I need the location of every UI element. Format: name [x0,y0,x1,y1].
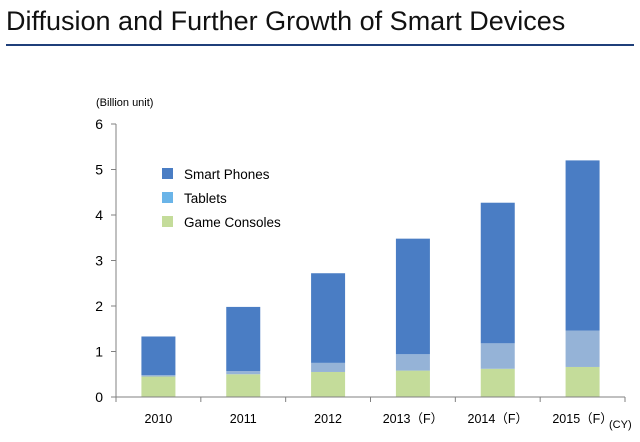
legend-swatch-game-consoles [162,216,173,227]
y-tick-label: 1 [95,344,103,360]
bar-tablets-4 [480,343,515,369]
legend-label-game-consoles: Game Consoles [184,215,281,230]
legend-swatch-tablets [162,192,173,203]
legend-label-smart-phones: Smart Phones [184,167,270,182]
x-tick-label: 2015（F） [552,412,612,426]
bar-tablets-2 [311,362,346,372]
bar-game-consoles-4 [480,368,515,397]
title-divider [6,44,634,46]
x-tick-label: 2011 [230,412,257,426]
axes-layer: 2010 2011 2012 2013（F） 2014（F） 2015（F） 0 1 2 3 4 5 6 [95,116,626,426]
legend-label-tablets: Tablets [184,191,227,206]
x-tick-label: 2012 [314,412,342,426]
bar-tablets-5 [565,330,600,367]
bar-game-consoles-3 [395,370,430,397]
x-tick-label: 2014（F） [468,412,528,426]
bar-tablets-1 [226,371,261,375]
bar-game-consoles-5 [565,366,600,397]
y-tick-label: 6 [95,116,103,132]
y-tick-label: 5 [95,162,103,178]
bar-smart-phones-5 [565,160,600,331]
y-tick-label: 0 [95,389,103,405]
bar-game-consoles-1 [226,374,261,397]
bar-smart-phones-1 [226,306,261,372]
legend-swatch-smart-phones [162,168,173,179]
bar-tablets-3 [395,354,430,371]
bar-smart-phones-3 [395,238,430,355]
bar-smart-phones-0 [141,336,176,376]
bar-smart-phones-2 [311,273,346,363]
bar-game-consoles-2 [311,371,346,397]
bar-tablets-0 [141,375,176,377]
bar-smart-phones-4 [480,202,515,344]
y-tick-label: 4 [95,207,103,223]
y-tick-label: 3 [95,253,103,269]
x-tick-label: 2010 [145,412,173,426]
bar-game-consoles-0 [141,376,176,397]
bars-layer [141,160,600,397]
y-tick-label: 2 [95,298,103,314]
legend: Smart Phones Tablets Game Consoles [162,167,281,230]
x-tick-label: 2013（F） [383,412,443,426]
page-title: Diffusion and Further Growth of Smart De… [6,6,566,36]
y-axis-unit-label: (Billion unit) [96,97,153,109]
x-axis-unit-label: (CY) [609,419,632,431]
